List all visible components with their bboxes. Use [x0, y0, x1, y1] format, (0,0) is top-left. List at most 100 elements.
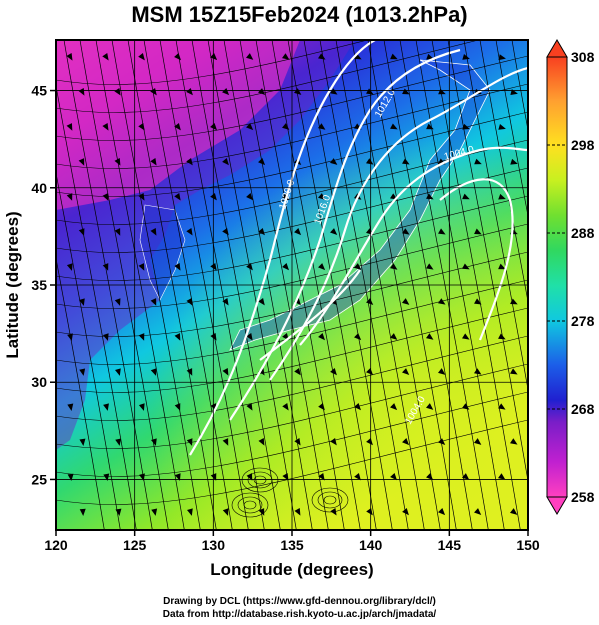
colorbar-bottom-triangle: [546, 496, 568, 515]
flow-arrow: [222, 298, 229, 306]
flow-arrow: [390, 473, 398, 481]
flow-arrow: [330, 368, 337, 376]
flow-arrow: [318, 193, 326, 200]
colorbar-body: [546, 56, 568, 498]
flow-arrow: [426, 263, 434, 270]
flow-arrow: [462, 473, 470, 480]
flow-arrow: [114, 88, 121, 96]
flow-arrow: [186, 158, 193, 166]
flow-arrow: [67, 333, 73, 341]
flow-arrow: [390, 123, 398, 130]
flow-arrow: [462, 123, 470, 130]
flow-arrow: [174, 333, 181, 341]
isobar-lines: [189, 40, 528, 456]
flow-arrow: [474, 228, 482, 235]
flow-arrow: [294, 88, 302, 95]
flow-eddy: [311, 487, 349, 513]
flow-arrow: [67, 473, 74, 481]
flow-arrow: [426, 53, 434, 60]
streamline: [56, 363, 528, 449]
flow-arrow: [151, 438, 157, 446]
flow-arrow: [366, 298, 374, 306]
credit-data: Data from http://database.rish.kyoto-u.a…: [162, 609, 437, 620]
flow-arrow: [114, 158, 121, 166]
streamline: [56, 167, 528, 253]
flow-arrow: [246, 123, 254, 131]
flow-arrow: [258, 88, 266, 96]
flow-arrow: [438, 368, 446, 375]
flow-arrow: [115, 438, 122, 446]
flow-arrow: [438, 88, 446, 95]
flow-arrow: [103, 403, 109, 411]
flow-arrow: [438, 298, 446, 305]
x-axis-title: Longitude (degrees): [210, 560, 373, 579]
flow-arrow: [102, 53, 109, 61]
flow-arrow: [246, 403, 253, 411]
flow-arrow: [282, 123, 290, 130]
flow-arrow: [402, 368, 410, 376]
y-tick-label: 25: [31, 471, 47, 487]
flow-eddy: [231, 492, 269, 518]
streamline: [56, 419, 528, 505]
flow-arrow: [390, 53, 398, 60]
flow-arrow: [78, 228, 85, 236]
flow-arrow: [474, 438, 482, 445]
flow-arrow: [115, 368, 121, 376]
y-axis-ticks: 25 30 35 40 45: [31, 83, 56, 487]
flow-arrow: [78, 158, 85, 166]
flow-arrow: [114, 298, 121, 306]
flow-arrow: [366, 368, 374, 376]
streamline: [56, 195, 528, 281]
flow-arrow: [402, 298, 410, 305]
flow-arrow: [426, 333, 434, 340]
x-tick-label: 135: [280, 537, 304, 553]
flow-arrow: [390, 403, 398, 411]
flow-arrow: [258, 368, 265, 376]
flow-arrow: [102, 123, 109, 131]
flow-arrow: [150, 228, 157, 236]
flow-arrow: [138, 123, 145, 131]
flow-arrow: [222, 368, 229, 376]
streamline: [56, 223, 528, 309]
flow-arrow: [150, 88, 157, 96]
flow-eddy: [237, 496, 263, 514]
y-tick-label: 30: [31, 374, 47, 390]
flow-arrow: [402, 438, 410, 446]
flow-arrow: [174, 473, 181, 481]
y-tick-label: 40: [31, 180, 47, 196]
flow-arrow: [318, 333, 326, 341]
streamline: [56, 171, 121, 530]
colorbar: 258 268 278 288 298 308: [546, 39, 595, 515]
flow-arrow: [330, 88, 338, 95]
flow-arrow: [186, 368, 193, 376]
flow-arrow: [510, 368, 518, 375]
flow-arrow: [510, 438, 518, 445]
flow-arrow: [366, 508, 373, 516]
flow-arrow: [462, 54, 470, 60]
flow-arrow: [174, 403, 181, 411]
flow-arrow: [66, 193, 73, 201]
colorbar-tick-label: 308: [571, 49, 595, 65]
flow-arrow: [115, 508, 122, 516]
flow-arrow: [258, 508, 265, 516]
flow-arrow: [79, 368, 86, 376]
flow-arrow: [498, 473, 506, 480]
flow-arrow: [366, 438, 373, 446]
flow-arrow: [139, 473, 145, 481]
flow-arrow: [318, 473, 325, 481]
flow-arrow: [318, 403, 325, 411]
flow-arrow: [474, 508, 482, 516]
flow-arrow: [462, 403, 470, 410]
flow-arrow: [510, 298, 518, 305]
flow-arrow: [150, 158, 157, 166]
flow-arrow: [246, 263, 253, 271]
flow-arrow: [402, 88, 410, 95]
flow-arrow: [390, 333, 398, 340]
flow-arrow: [222, 158, 229, 166]
flow-arrow: [258, 228, 265, 236]
flow-arrow: [354, 53, 362, 60]
flow-arrow: [294, 438, 301, 446]
flow-arrow: [66, 263, 73, 271]
flow-arrow: [474, 368, 482, 375]
flow-arrow: [150, 298, 157, 306]
